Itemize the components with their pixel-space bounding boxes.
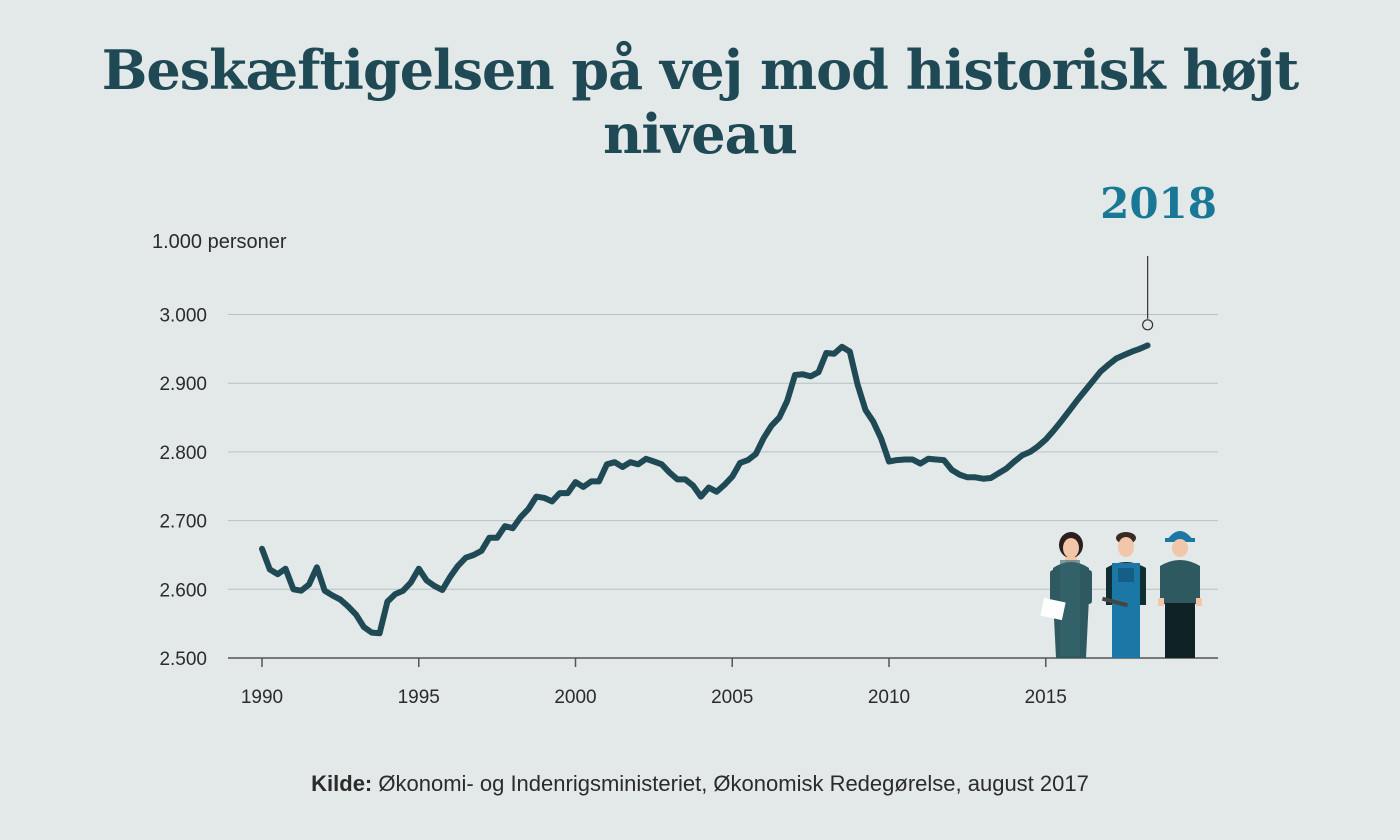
x-tick-label: 1995 bbox=[398, 687, 440, 708]
highlight-year-label: 2018 bbox=[1100, 179, 1217, 228]
highlight-annotation: 2018 bbox=[1100, 179, 1217, 331]
grid-lines bbox=[228, 314, 1218, 590]
y-tick-label: 3.000 bbox=[159, 306, 207, 327]
y-tick-label: 2.700 bbox=[159, 512, 207, 533]
x-tick-label: 2000 bbox=[554, 687, 596, 708]
series-layer bbox=[259, 342, 1151, 637]
y-tick-label: 2.800 bbox=[159, 443, 207, 464]
x-tick-label: 2015 bbox=[1025, 687, 1067, 708]
x-tick-label: 2005 bbox=[711, 687, 753, 708]
source-label: Kilde: bbox=[311, 771, 373, 796]
x-tick-label: 2010 bbox=[868, 687, 910, 708]
y-tick-label: 2.900 bbox=[159, 374, 207, 395]
y-tick-label: 2.500 bbox=[159, 649, 207, 670]
mechanic-worker-icon bbox=[1101, 532, 1146, 658]
x-tick-label: 1990 bbox=[241, 687, 283, 708]
series-line bbox=[259, 342, 1151, 637]
source-text: Økonomi- og Indenrigsministeriet, Økonom… bbox=[378, 771, 1089, 796]
y-axis-unit-label: 1.000 personer bbox=[152, 231, 287, 253]
highlight-marker bbox=[1142, 319, 1154, 331]
y-tick-label: 2.600 bbox=[159, 580, 207, 601]
x-axis-ticks: 1990 1995 2000 2005 2010 2015 bbox=[241, 658, 1067, 708]
y-axis-ticks: 2.500 2.600 2.700 2.800 2.900 3.000 bbox=[159, 306, 207, 671]
construction-worker-icon bbox=[1158, 531, 1202, 658]
source-note: Kilde: Økonomi- og Indenrigsministeriet,… bbox=[0, 771, 1400, 797]
woman-office-worker-icon bbox=[1040, 532, 1092, 658]
chart-title: Beskæftigelsen på vej mod historisk højt… bbox=[101, 38, 1299, 166]
